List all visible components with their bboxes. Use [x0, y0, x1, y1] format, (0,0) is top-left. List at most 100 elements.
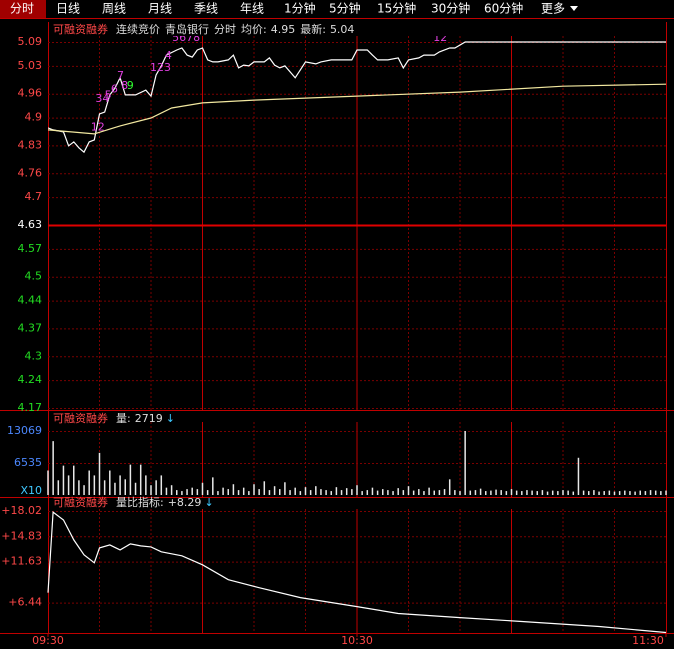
tab[interactable]: 5分钟	[329, 1, 361, 16]
volume-bar	[392, 491, 394, 495]
y-tick-label: 13069	[7, 424, 42, 437]
arrow: ↓	[204, 496, 213, 509]
volume-bar	[582, 490, 585, 495]
volume-bar	[268, 490, 271, 495]
x-tick-label: 10:30	[341, 634, 373, 647]
margin-tag: 可融资融券	[53, 495, 108, 509]
tab[interactable]: 30分钟	[431, 1, 470, 16]
tab[interactable]: 月线	[148, 2, 172, 16]
volume-bar	[345, 488, 348, 495]
y-tick-label: 4.3	[25, 349, 43, 362]
volume-bar	[273, 486, 276, 495]
volume-bar	[536, 491, 538, 495]
volume-bar	[330, 491, 332, 495]
volume-bar	[428, 487, 430, 495]
volume-bar	[438, 490, 441, 495]
tab[interactable]: 年线	[240, 2, 264, 16]
annotation: 9	[127, 79, 134, 92]
volume-bar	[191, 487, 193, 495]
annotation: 34	[95, 92, 109, 105]
volume-bar	[510, 489, 513, 495]
volume-bar	[567, 490, 569, 495]
volume-bar	[170, 485, 173, 495]
y-tick-label: 4.76	[18, 166, 43, 179]
tab[interactable]: 分时	[10, 2, 34, 16]
volume-bar	[443, 489, 446, 495]
volume-bar	[129, 464, 132, 495]
volume-bar	[176, 490, 178, 495]
volume-bar	[217, 491, 219, 495]
y-tick-label: +18.02	[1, 504, 42, 517]
annotation: 8	[121, 79, 128, 92]
volume-bar	[572, 491, 575, 495]
tab[interactable]: 周线	[102, 2, 126, 16]
volume-bar	[469, 490, 472, 495]
y-tick-label: 5.03	[18, 59, 43, 72]
volume-bar	[474, 490, 477, 495]
volume-bar	[660, 491, 662, 495]
x-tick-label: 09:30	[32, 634, 64, 647]
volume-bar	[155, 480, 157, 495]
panel-header: 可融资融券 量: 2719 ↓	[53, 411, 175, 425]
volume-bar	[242, 487, 245, 495]
tab[interactable]: 更多	[541, 2, 565, 16]
volume-bar	[654, 490, 657, 495]
value: +8.29	[168, 496, 202, 509]
panel-header: 可融资融券 连续竞价 青岛银行 分时 均价: 4.95 最新: 5.04	[53, 22, 354, 36]
volume-bar	[505, 491, 508, 495]
volume-bar	[98, 452, 101, 495]
volume-bar	[67, 475, 70, 495]
volume-bar	[299, 491, 302, 495]
volume-bar	[490, 490, 492, 495]
volume-bar	[114, 482, 116, 495]
value-label: 量比指标:	[116, 495, 164, 509]
tab[interactable]: 60分钟	[484, 1, 523, 16]
volume-bar	[639, 490, 641, 495]
annotation: 4	[165, 49, 172, 62]
volume-bar	[165, 487, 168, 495]
volume-bar	[485, 491, 487, 495]
tab[interactable]: 季线	[194, 2, 218, 16]
y-tick-label: 4.24	[18, 373, 43, 386]
volume-bar	[412, 490, 415, 495]
volume-bar	[526, 490, 528, 495]
volume-bar	[459, 491, 461, 495]
volume-bar	[351, 489, 353, 495]
volume-bar	[454, 490, 456, 495]
volume-bar	[618, 491, 621, 495]
volume-bar	[258, 489, 260, 495]
volume-bar	[464, 431, 466, 495]
unit-label: X10	[20, 484, 42, 497]
volume-bar	[634, 491, 636, 495]
volume-bar	[320, 489, 322, 495]
volume-bar	[284, 482, 286, 495]
volume-bar	[598, 491, 600, 495]
volume-bar	[649, 490, 652, 495]
volume-bar	[376, 490, 379, 495]
series-line	[48, 83, 666, 135]
tab[interactable]: 1分钟	[284, 1, 316, 16]
volume-bar	[402, 490, 405, 495]
volume-bar	[253, 484, 255, 495]
margin-tag: 可融资融券	[53, 411, 108, 425]
more-icon	[570, 6, 578, 11]
volume-bar	[181, 491, 183, 495]
tab[interactable]: 15分钟	[377, 1, 416, 16]
volume-bar	[93, 475, 96, 495]
volume-bar	[593, 490, 595, 495]
volume-bar	[57, 480, 60, 495]
volume-bar	[603, 491, 605, 495]
stock-name: 青岛银行	[165, 22, 209, 36]
volume-bar	[546, 491, 549, 495]
tab[interactable]: 日线	[56, 2, 80, 16]
volume-bar	[109, 470, 111, 495]
volume-bar	[515, 490, 518, 495]
volume-bar	[423, 491, 425, 495]
volume-bar	[62, 465, 65, 495]
volume-bar	[665, 490, 667, 495]
volume-bar	[134, 482, 137, 495]
volume-bar	[608, 490, 611, 495]
y-tick-label: 4.44	[18, 294, 43, 307]
margin-tag: 可融资融券	[53, 22, 108, 36]
